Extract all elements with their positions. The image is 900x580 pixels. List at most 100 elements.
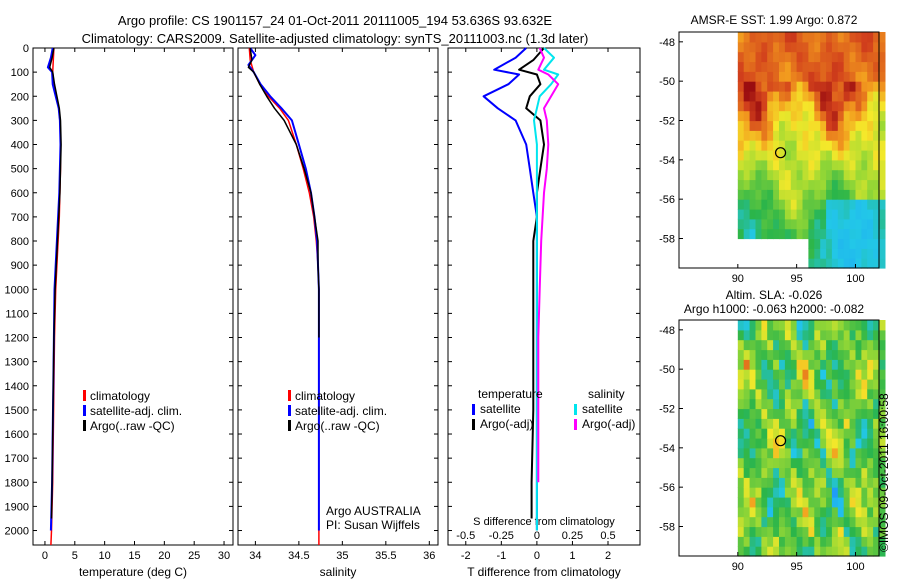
map-cell xyxy=(820,71,827,82)
map-cell xyxy=(849,248,857,259)
x-tick-label: 95 xyxy=(791,273,803,285)
map-cell xyxy=(820,369,827,380)
map-cell xyxy=(796,487,804,498)
map-cell xyxy=(873,418,880,429)
map-cell xyxy=(849,388,857,400)
map-cell xyxy=(814,497,821,508)
map-cell xyxy=(749,71,757,82)
map-cell xyxy=(826,408,833,419)
map-cell xyxy=(831,536,839,547)
map-cell xyxy=(879,516,886,528)
map-cell xyxy=(755,546,762,557)
map-cell xyxy=(755,130,762,141)
map-cell xyxy=(808,238,815,249)
map-cell xyxy=(855,418,862,429)
map-cell xyxy=(773,110,780,122)
map-cell xyxy=(820,179,827,190)
map-cell xyxy=(814,81,821,92)
y-tick-label: -50 xyxy=(659,76,675,88)
map-cell xyxy=(820,61,827,72)
map-cell xyxy=(849,457,857,469)
map-cell xyxy=(790,61,798,72)
map-cell xyxy=(796,349,804,360)
map-cell xyxy=(831,248,839,259)
map-cell xyxy=(755,169,762,181)
map-cell xyxy=(867,169,874,181)
map-cell xyxy=(808,398,815,410)
map-cell xyxy=(879,189,886,200)
map-cell xyxy=(749,51,757,63)
map-cell xyxy=(773,359,780,370)
map-cell xyxy=(761,506,768,518)
map-cell xyxy=(820,169,827,181)
map-cell xyxy=(779,169,786,181)
map-cell xyxy=(743,388,751,400)
map-cell xyxy=(879,447,886,459)
map-cell xyxy=(779,199,786,210)
map-cell xyxy=(779,110,786,122)
map-cell xyxy=(814,51,821,63)
map-cell xyxy=(849,428,857,439)
map-cell xyxy=(831,100,839,112)
map-cell xyxy=(826,546,833,557)
map-cell xyxy=(814,159,821,171)
map-cell xyxy=(849,546,857,557)
map-cell xyxy=(814,228,821,240)
map-cell xyxy=(743,150,751,161)
map-cell xyxy=(843,179,851,190)
map-cell xyxy=(737,189,745,200)
map-cell xyxy=(755,359,762,370)
map-cell xyxy=(784,110,792,122)
map-cell xyxy=(820,467,827,478)
map-cell xyxy=(779,516,786,528)
map-cell xyxy=(779,130,786,141)
annotation-text: Argo AUSTRALIA xyxy=(326,504,421,518)
map-cell xyxy=(837,228,845,240)
map-cell xyxy=(761,218,768,230)
top-axis-tick-label: -0.25 xyxy=(489,530,514,542)
map-cell xyxy=(826,320,833,331)
map-cell xyxy=(879,228,886,240)
map-cell xyxy=(831,428,839,439)
map-cell xyxy=(767,379,774,390)
map-cell xyxy=(879,398,886,410)
map-cell xyxy=(855,61,862,72)
map-cell xyxy=(855,467,862,478)
map-cell xyxy=(855,100,862,112)
map-cell xyxy=(855,150,862,161)
map-cell xyxy=(861,329,868,341)
map-cell xyxy=(843,546,851,557)
map-cell xyxy=(779,339,786,351)
map-cell xyxy=(873,140,880,151)
x-tick-label: 20 xyxy=(158,550,170,562)
map-cell xyxy=(802,487,809,498)
map-cell xyxy=(767,369,774,380)
map-cell xyxy=(867,71,874,82)
map-cell xyxy=(755,457,762,469)
map-cell xyxy=(843,71,851,82)
map-cell xyxy=(820,408,827,419)
map-cell xyxy=(761,447,768,459)
map-cell xyxy=(755,467,762,478)
map-cell xyxy=(861,428,868,439)
x-tick-label: 90 xyxy=(732,561,744,573)
map-cell xyxy=(814,71,821,82)
map-cell xyxy=(749,32,757,43)
map-cell xyxy=(831,438,839,449)
map-cell xyxy=(737,536,745,547)
map-cell xyxy=(749,428,757,439)
map-cell xyxy=(808,379,815,390)
x-tick-label: 25 xyxy=(188,550,200,562)
map-cell xyxy=(802,398,809,410)
map-cell xyxy=(755,320,762,331)
map-cell xyxy=(831,497,839,508)
map-cell xyxy=(784,526,792,537)
map-cell xyxy=(743,467,751,478)
map-cell xyxy=(761,199,768,210)
map-cell xyxy=(879,408,886,419)
map-cell xyxy=(814,487,821,498)
map-cell xyxy=(861,418,868,429)
argo-float-marker xyxy=(774,147,787,159)
map-cell xyxy=(749,447,757,459)
map-cell xyxy=(831,329,839,341)
